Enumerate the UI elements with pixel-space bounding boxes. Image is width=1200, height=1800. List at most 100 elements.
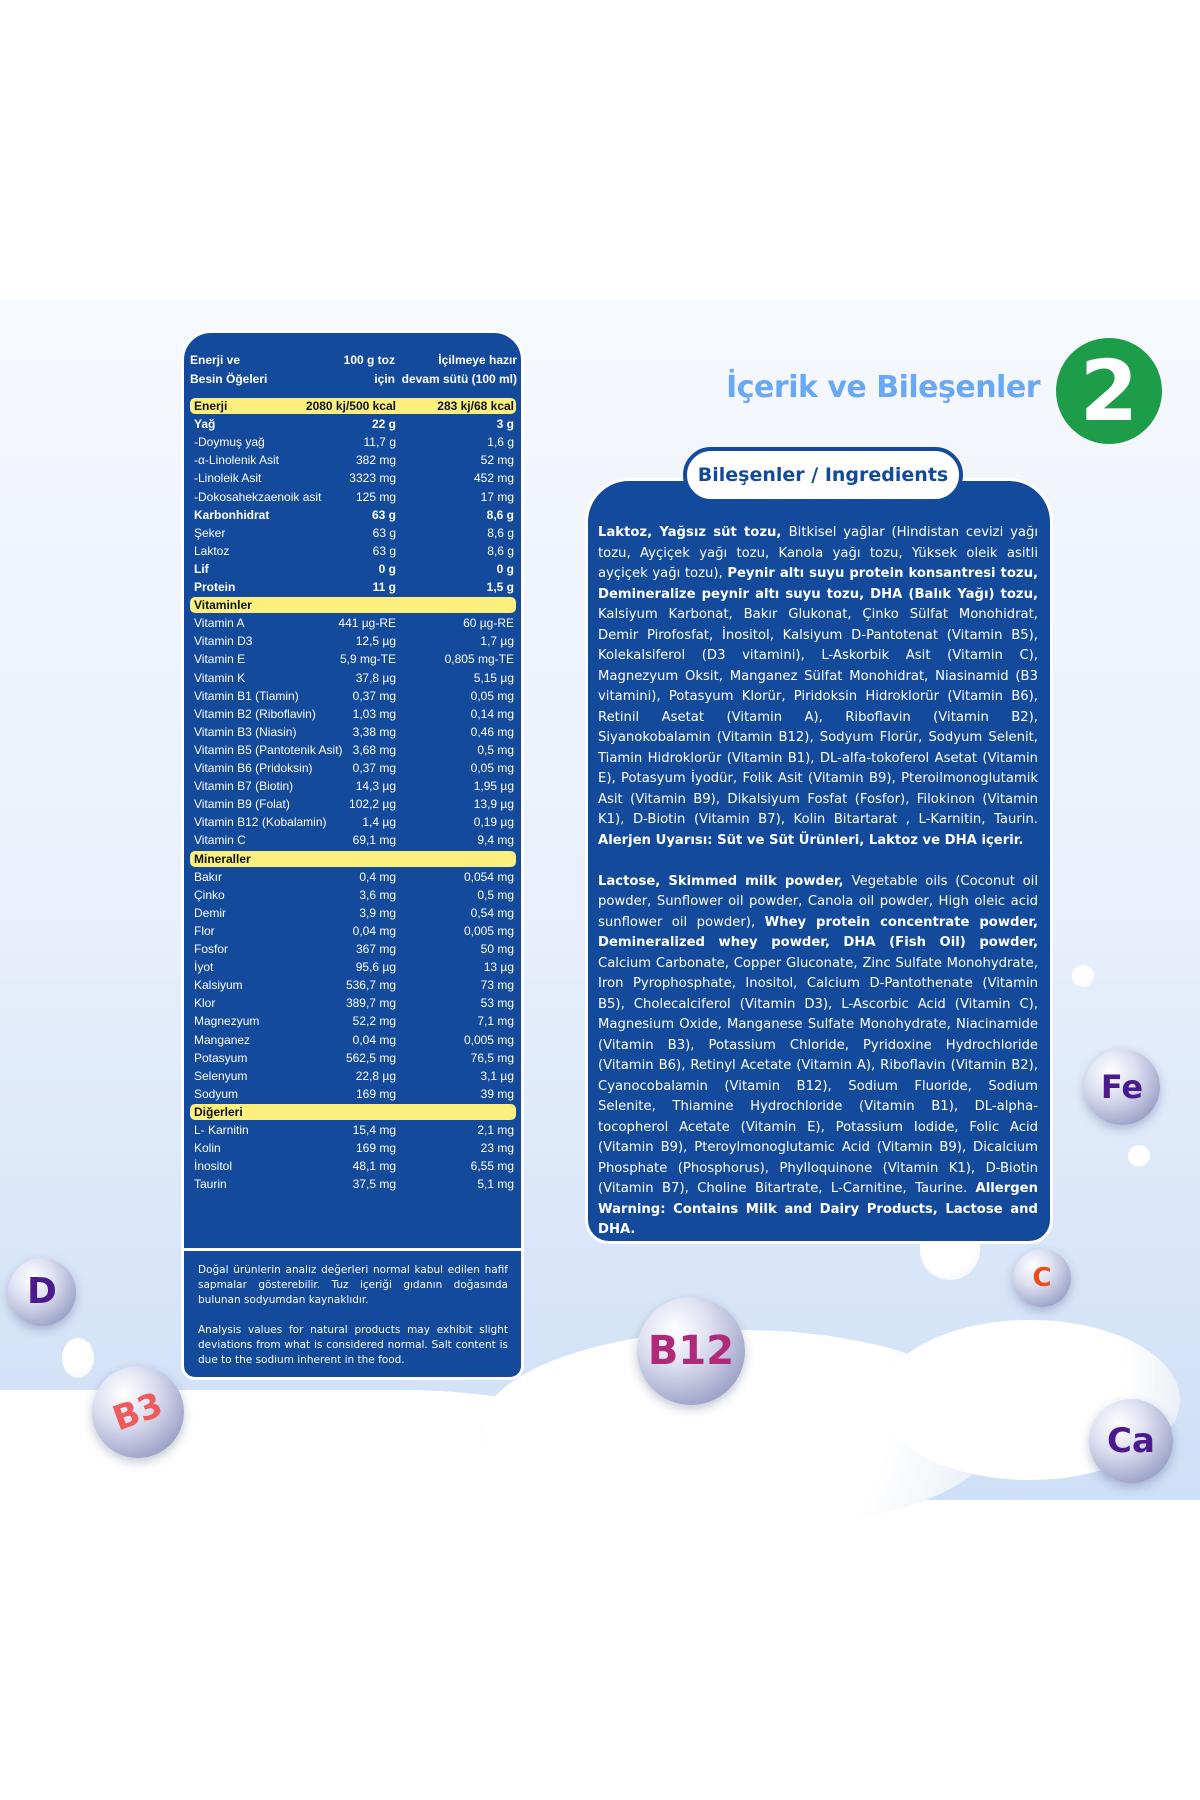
table-row: Kolin 169 mg 23 mg	[190, 1139, 516, 1157]
nutrient-name: Bakır	[194, 869, 223, 884]
nutrient-name: Enerji	[194, 399, 228, 413]
value-per-100ml: 50 mg	[480, 942, 514, 956]
nutrient-name: Demir	[194, 905, 226, 920]
table-row: Yağ 22 g 3 g	[190, 415, 516, 433]
table-row: Potasyum 562,5 mg 76,5 mg	[190, 1049, 516, 1067]
table-row: Laktoz 63 g 8,6 g	[190, 542, 516, 560]
value-per-100ml: 5,1 mg	[477, 1177, 514, 1192]
value-per-100g: 1,4 µg	[362, 815, 396, 830]
nutrient-name: Vitamin B3 (Niasin)	[194, 724, 297, 739]
value-per-100g: 102,2 µg	[349, 797, 396, 812]
table-row: Vitamin B5 (Pantotenik Asit) 3,68 mg 0,5 m…	[190, 741, 516, 759]
table-row: Vitamin A 441 µg-RE 60 µg-RE	[190, 614, 516, 632]
value-per-100ml: 0,805 mg-TE	[444, 652, 514, 667]
nutrient-name: -α-Linolenik Asit	[194, 453, 279, 468]
vitamin-label: B3	[107, 1384, 169, 1440]
section-header: Mineraller	[190, 850, 516, 867]
table-row: Lif 0 g 0 g	[190, 560, 516, 578]
milk-drop	[62, 1338, 94, 1378]
value-per-100g: 562,5 mg	[345, 1050, 396, 1065]
table-row: Flor 0,04 mg 0,005 mg	[190, 922, 516, 940]
value-per-100g: 536,7 mg	[345, 978, 396, 993]
value-per-100ml: 0 g	[496, 561, 514, 576]
value-per-100ml: 6,55 mg	[470, 1159, 514, 1174]
ingredient-text: Calcium Carbonate, Copper Gluconate, Zin…	[598, 955, 1038, 1197]
value-per-100ml: 3 g	[496, 417, 514, 432]
value-per-100g: 63 g	[371, 507, 396, 522]
nutrient-name: Sodyum	[194, 1086, 239, 1101]
value-per-100g: 11,7 g	[363, 435, 396, 450]
vitamin-b12-ball: B12	[637, 1297, 745, 1405]
ingredient-text: Bitkisel yağlar (Hindistan cevizi yağı t…	[598, 525, 1038, 581]
value-per-100ml: 5,15 µg	[473, 670, 514, 685]
value-per-100ml: 283 kj/68 kcal	[437, 399, 514, 413]
nutrient-name: Vitamin E	[194, 652, 246, 667]
table-row: Protein 11 g 1,5 g	[190, 578, 516, 596]
nutrient-name: Taurin	[194, 1177, 227, 1192]
table-row: -Linoleik Asit 3323 mg 452 mg	[190, 469, 516, 487]
nutrient-name: Şeker	[194, 525, 226, 540]
value-per-100g: 389,7 mg	[345, 996, 396, 1011]
value-per-100g: 1,03 mg	[352, 706, 396, 721]
table-row: İyot 95,6 µg 13 µg	[190, 958, 516, 976]
ingredients-tr: Laktoz, Yağsız süt tozu, Bitkisel yağlar…	[598, 523, 1038, 851]
divider	[184, 1248, 521, 1251]
value-per-100ml: 52 mg	[480, 453, 514, 468]
nutrient-name: Manganez	[194, 1032, 251, 1047]
table-row: Vitamin B1 (Tiamin) 0,37 mg 0,05 mg	[190, 687, 516, 705]
value-per-100ml: 1,95 µg	[473, 779, 514, 794]
value-per-100ml: 0,19 µg	[473, 815, 514, 830]
value-per-100g: 22,8 µg	[355, 1068, 396, 1083]
table-row: Vitamin B12 (Kobalamin) 1,4 µg 0,19 µg	[190, 813, 516, 831]
nutrient-name: Vitamin B1 (Tiamin)	[194, 688, 299, 703]
value-per-100ml: 9,4 mg	[477, 833, 514, 848]
value-per-100ml: 13,9 µg	[473, 797, 514, 812]
value-per-100g: 0 g	[378, 561, 396, 576]
ingredient-bold-text: Peynir altı suyu protein konsantresi toz…	[598, 566, 1038, 602]
table-row: Vitamin B9 (Folat) 102,2 µg 13,9 µg	[190, 795, 516, 813]
table-row: Şeker 63 g 8,6 g	[190, 524, 516, 542]
value-per-100g: 382 mg	[355, 453, 396, 468]
ingredient-bold-text: Laktoz, Yağsız süt tozu,	[598, 525, 789, 540]
value-per-100g: 5,9 mg-TE	[339, 652, 396, 667]
value-per-100ml: 8,6 g	[487, 525, 514, 540]
value-per-100ml: 1,7 µg	[480, 634, 514, 649]
value-per-100ml: 0,005 mg	[463, 1032, 514, 1047]
value-per-100ml: 0,05 mg	[470, 761, 514, 775]
value-per-100ml: 0,054 mg	[463, 869, 514, 884]
nutrient-name: Lif	[194, 561, 209, 576]
value-per-100g: 169 mg	[355, 1141, 396, 1156]
table-row: -Dokosahekzaenoik asit 125 mg 17 mg	[190, 488, 516, 506]
nutrient-name: Fosfor	[194, 942, 229, 956]
nutrient-name: Vitamin B12 (Kobalamin)	[194, 815, 327, 830]
table-row: Vitamin B3 (Niasin) 3,38 mg 0,46 mg	[190, 723, 516, 741]
value-per-100ml: 0,5 mg	[477, 742, 514, 757]
nutrient-name: Potasyum	[194, 1050, 248, 1065]
nutrient-name: Klor	[194, 996, 216, 1011]
table-row: Selenyum 22,8 µg 3,1 µg	[190, 1067, 516, 1085]
table-row: Manganez 0,04 mg 0,005 mg	[190, 1031, 516, 1049]
value-per-100g: 11 g	[372, 580, 396, 594]
table-row: Vitamin C 69,1 mg 9,4 mg	[190, 831, 516, 849]
nutrient-name: Vitamin K	[194, 670, 246, 685]
header-per100ml-line1: İçilmeye hazır	[438, 353, 517, 367]
nutrient-name: Vitamin B9 (Folat)	[194, 797, 290, 812]
ingredient-bold-text: Allergen Warning: Contains Milk and Dair…	[598, 1181, 1038, 1237]
nutrient-name: Selenyum	[194, 1068, 248, 1083]
stage-badge: 2	[1056, 338, 1162, 444]
value-per-100ml: 13 µg	[483, 960, 514, 975]
value-per-100ml: 0,46 mg	[470, 724, 514, 739]
nutrient-name: -Doymuş yağ	[194, 435, 265, 450]
value-per-100ml: 0,14 mg	[470, 706, 514, 721]
value-per-100g: 0,04 mg	[352, 1032, 396, 1047]
value-per-100g: 0,37 mg	[352, 688, 396, 703]
vitamin-label: B12	[647, 1328, 735, 1374]
value-per-100g: 3323 mg	[349, 471, 396, 486]
table-row: -Doymuş yağ 11,7 g 1,6 g	[190, 433, 516, 451]
value-per-100g: 0,37 mg	[352, 761, 396, 775]
value-per-100ml: 39 mg	[480, 1086, 514, 1101]
value-per-100ml: 76,5 mg	[470, 1050, 514, 1065]
ingredient-bold-text: Alerjen Uyarısı: Süt ve Süt Ürünleri, La…	[598, 832, 1024, 848]
value-per-100g: 48,1 mg	[352, 1159, 396, 1174]
value-per-100ml: 23 mg	[480, 1141, 514, 1156]
